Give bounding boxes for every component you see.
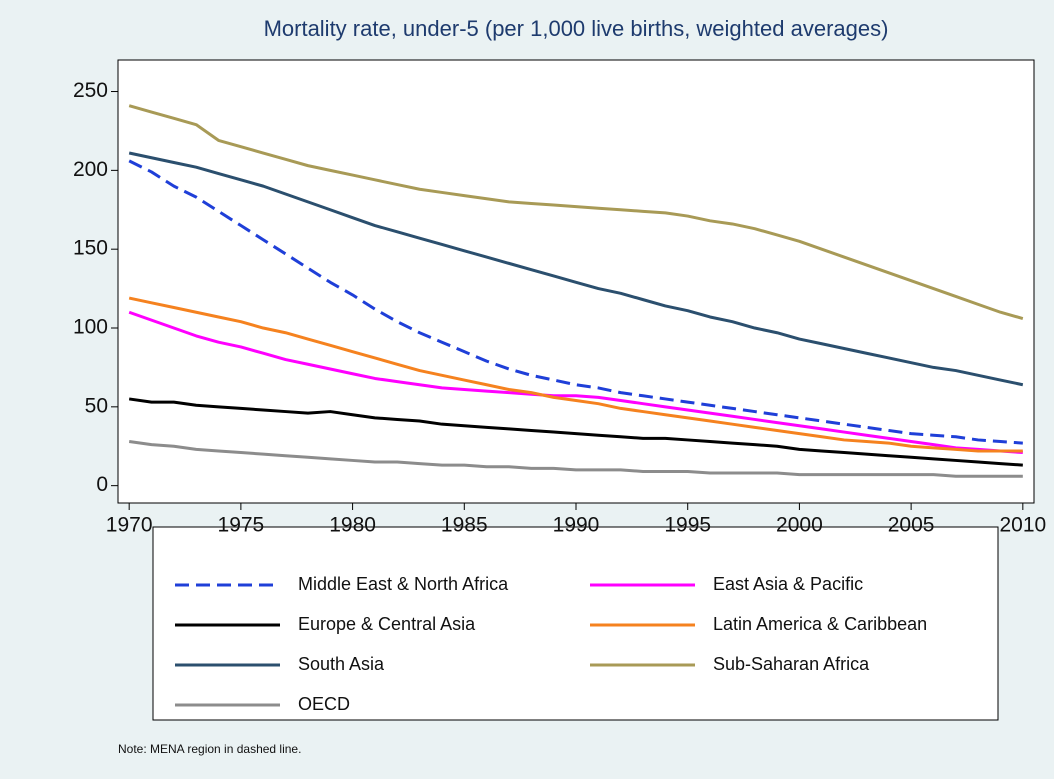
y-tick-label: 50	[85, 394, 108, 417]
legend-label: Middle East & North Africa	[298, 574, 509, 594]
series-line	[128, 151, 1024, 387]
note: Note: MENA region in dashed line.	[118, 742, 301, 756]
x-tick-label: 2010	[999, 514, 1046, 537]
series-line	[128, 159, 1023, 445]
y-tick-label: 250	[73, 79, 108, 102]
series-line	[128, 296, 1023, 453]
legend-label: Europe & Central Asia	[298, 614, 476, 634]
x-tick-label: 1980	[329, 514, 376, 537]
y-tick-label: 200	[73, 158, 108, 181]
legend-label: Sub-Saharan Africa	[713, 654, 870, 674]
y-tick-label: 0	[96, 473, 108, 496]
x-tick-label: 1970	[106, 514, 153, 537]
x-tick-label: 2005	[888, 514, 935, 537]
x-tick-label: 1985	[441, 514, 488, 537]
series-line	[128, 310, 1023, 455]
legend-label: South Asia	[298, 654, 385, 674]
legend-label: Latin America & Caribbean	[713, 614, 927, 634]
legend	[152, 526, 999, 721]
y-tick-label: 150	[73, 237, 108, 260]
x-tick-label: 1995	[664, 514, 711, 537]
legend-label: OECD	[298, 694, 350, 714]
series-line	[128, 104, 1024, 320]
series-line	[128, 440, 1023, 478]
legend-label: East Asia & Pacific	[713, 574, 863, 594]
series-line	[128, 397, 1023, 467]
y-tick-label: 100	[73, 316, 108, 339]
x-tick-label: 2000	[776, 514, 823, 537]
x-tick-label: 1975	[218, 514, 265, 537]
x-tick-label: 1990	[553, 514, 600, 537]
chart-title: Mortality rate, under-5 (per 1,000 live …	[264, 16, 889, 41]
